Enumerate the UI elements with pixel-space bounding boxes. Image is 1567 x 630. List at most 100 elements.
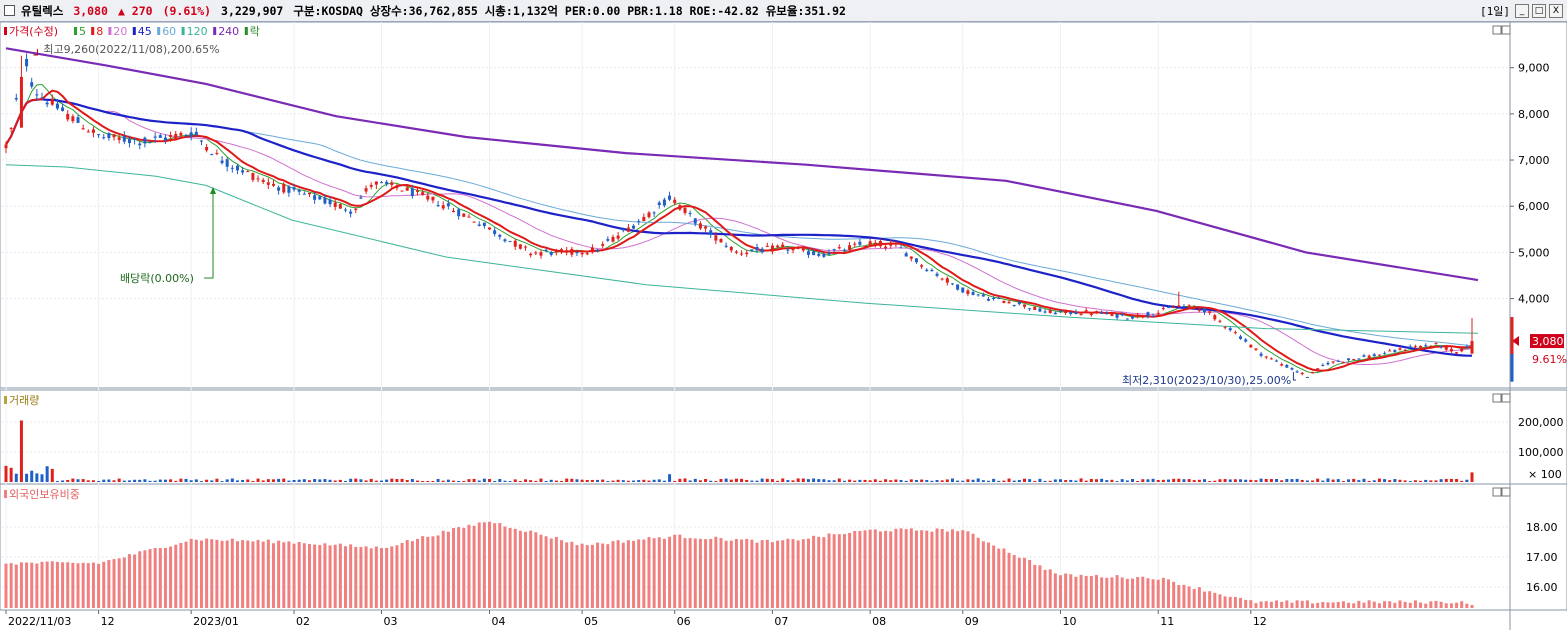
candle-body [1388,350,1392,352]
candle-body [55,103,59,109]
volume-bar [714,481,718,482]
candle-body [986,299,990,301]
candle-body [1131,316,1135,319]
volume-bar [992,478,996,482]
close-button[interactable]: X [1549,4,1563,18]
foreign-ratio-bar [832,534,836,608]
stock-chart[interactable]: 가격(수정) 5 8 20 45 60 120 240 락최고9,260(2022/11/08)… [0,22,1567,630]
foreign-ratio-bar [590,544,594,608]
candle-body [225,159,229,167]
candle-body [462,213,466,217]
candle-body [760,248,764,253]
foreign-ratio-bar [755,542,759,608]
candle-body [899,247,903,249]
foreign-ratio-bar [1465,603,1469,608]
foreign-ratio-bar [508,527,512,608]
volume-bar [1316,478,1320,482]
candle-body [1295,371,1299,373]
volume-bar [1074,480,1078,482]
candle-body [400,190,404,192]
foreign-ratio-bar [1084,575,1088,608]
candle-body [1182,306,1186,308]
volume-bar [518,481,522,482]
foreign-ratio-bar [940,528,944,608]
volume-bar [61,480,65,482]
candle-body [992,298,996,300]
foreign-ratio-bar [307,544,311,608]
candle-body [776,245,780,248]
volume-bar [1419,480,1423,482]
volume-bar [786,480,790,482]
volume-bar [508,481,512,482]
volume-bar [863,479,867,482]
volume-bar [1388,480,1392,482]
select-checkbox[interactable] [4,5,15,16]
volume-bar [215,478,219,482]
candle-body [683,207,687,213]
volume-panel-min-button [1492,393,1502,403]
candle-body [1223,326,1227,328]
candle-body [1208,311,1212,313]
candle-body [9,127,13,129]
candle-body [71,116,75,122]
volume-bar [894,479,898,482]
foreign-ratio-bar [194,539,198,608]
volume-bar [467,479,471,482]
candle-body [1105,312,1109,314]
volume-bar [1007,478,1011,482]
candle-body [4,144,8,149]
volume-bar [112,480,116,482]
period-selector[interactable]: [1일] [1480,5,1510,18]
volume-bar [174,480,178,482]
volume-bar [328,479,332,482]
foreign-ratio-bar [416,538,420,608]
volume-bar [323,479,327,482]
foreign-ratio-bar [436,535,440,608]
foreign-ratio-bar [539,534,543,608]
volume-panel-title: 거래량 [9,394,39,407]
foreign-ratio-bar [117,558,121,608]
candle-body [1033,306,1037,311]
volume-bar [1069,479,1073,482]
candle-body [1043,311,1047,313]
candle-body [853,243,857,245]
candle-body [642,216,646,222]
volume-bar [1203,479,1207,482]
foreign-ratio-bar [163,547,167,608]
candle-body [261,179,265,183]
foreign-ratio-bar [385,547,389,608]
candle-body [549,252,553,255]
foreign-ratio-bar [102,561,106,608]
candle-body [565,250,569,252]
dividend-marker-arrow [210,187,216,194]
volume-bar [4,465,8,482]
candle-body [307,192,311,195]
volume-bar [750,480,754,482]
foreign-ratio-bar [683,538,687,608]
minimize-button[interactable]: _ [1515,4,1529,18]
current-price-tag-text: 3,080 [1532,335,1564,348]
ma-8-line [5,89,1473,372]
volume-bar [1012,480,1016,482]
volume-bar [637,480,641,482]
volume-bar [534,480,538,482]
high-annotation: 최고9,260(2022/11/08),200.65% [43,43,219,56]
volume-bar [333,480,337,482]
foreign-ratio-bar [930,531,934,608]
candle-body [143,137,147,144]
candle-body [1115,314,1119,318]
candle-body [806,251,810,255]
foreign-ratio-bar [914,530,918,608]
foreign-ratio-bar [986,542,990,608]
volume-bar [421,480,425,482]
foreign-ratio-bar [472,525,476,608]
price-y-tick-label: 7,000 [1518,154,1550,167]
maximize-button[interactable]: □ [1532,4,1546,18]
foreign-ratio-bar [374,546,378,608]
candle-body [1449,348,1453,352]
volume-bar [1295,478,1299,482]
candle-body [1172,306,1176,308]
volume-bar [292,479,296,482]
foreign-ratio-bar [570,541,574,608]
candle-body [1213,315,1217,320]
